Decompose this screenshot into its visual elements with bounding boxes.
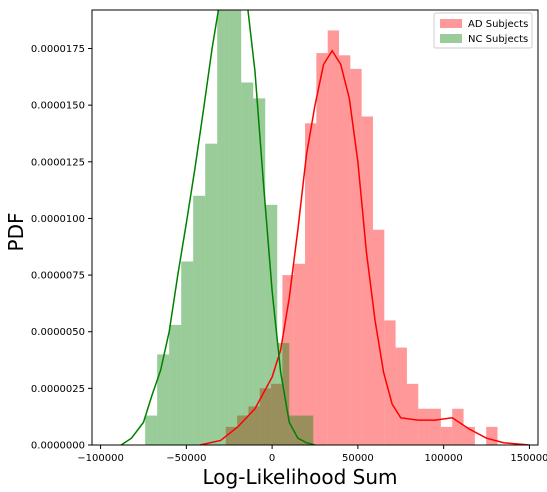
bar-ad-13 — [372, 229, 385, 445]
bar-ad-4 — [271, 383, 283, 445]
bar-ad-6 — [293, 263, 306, 445]
bar-nc-1 — [157, 354, 170, 445]
kde-line-nc — [120, 10, 316, 445]
bar-ad-23 — [486, 426, 498, 445]
legend-label-ad: AD Subjects — [468, 19, 528, 30]
bar-nc-2 — [169, 324, 182, 445]
y-tick-label: 0.0000000 — [31, 441, 85, 452]
bar-ad-21 — [463, 426, 475, 445]
bar-ad-7 — [305, 123, 317, 445]
plot-frame — [91, 9, 539, 446]
bar-ad-11 — [350, 68, 362, 445]
bar-nc-0 — [145, 415, 158, 445]
bar-ad-18 — [429, 408, 441, 445]
bar-nc-9 — [253, 98, 266, 445]
kde-line-ad — [199, 49, 530, 445]
bar-ad-12 — [361, 116, 373, 445]
bar-ad-19 — [440, 426, 453, 445]
x-tick-label: −100000 — [77, 453, 124, 464]
legend-swatch-nc — [440, 34, 462, 43]
bar-ad-16 — [406, 383, 419, 445]
bar-ad-14 — [384, 320, 396, 445]
y-tick-label: 0.0000175 — [31, 44, 85, 55]
bar-ad-20 — [452, 408, 464, 445]
bar-ad-17 — [418, 408, 430, 445]
legend-swatch-ad — [440, 19, 462, 28]
y-tick-label: 0.0000050 — [31, 327, 85, 338]
plot-axes: −100000 −50000 0 50000 100000 150000 0.000000… — [4, 9, 547, 489]
bar-nc-6 — [217, 10, 230, 445]
x-tick-label: 100000 — [425, 453, 463, 464]
y-tick-label: 0.0000125 — [31, 157, 85, 168]
bar-nc-7 — [229, 10, 242, 445]
legend-label-nc: NC Subjects — [468, 34, 528, 45]
x-axis-ticks: −100000 −50000 0 50000 100000 150000 — [77, 445, 547, 464]
bar-ad-10 — [339, 55, 351, 445]
bar-nc-8 — [241, 82, 254, 445]
y-tick-label: 0.0000025 — [31, 384, 85, 395]
y-tick-label: 0.0000075 — [31, 271, 85, 282]
bar-ad-3 — [259, 388, 272, 445]
bar-ad-2 — [248, 406, 260, 445]
x-tick-label: 150000 — [510, 453, 547, 464]
bar-ad-9 — [327, 30, 340, 445]
y-tick-label: 0.0000100 — [31, 214, 85, 225]
y-tick-label: 0.0000150 — [31, 101, 85, 112]
bar-nc-5 — [205, 143, 218, 445]
bar-ad-1 — [237, 415, 249, 445]
bar-ad-5 — [282, 275, 294, 445]
kde-curves — [120, 10, 530, 445]
histogram-bars — [145, 10, 498, 445]
x-axis-label: Log-Likelihood Sum — [203, 465, 398, 489]
bar-ad-15 — [395, 347, 407, 445]
x-tick-label: 0 — [269, 453, 275, 464]
bar-nc-12 — [289, 415, 302, 445]
bar-nc-4 — [193, 195, 206, 445]
x-tick-label: 50000 — [342, 453, 374, 464]
bar-ad-0 — [225, 426, 238, 445]
bar-nc-13 — [301, 415, 314, 445]
bar-ad-8 — [316, 53, 328, 445]
bar-nc-3 — [181, 261, 194, 445]
x-tick-label: −50000 — [166, 453, 206, 464]
y-axis-ticks: 0.0000000 0.0000025 0.0000050 0.0000075 0.00… — [31, 44, 92, 452]
y-axis-label: PDF — [4, 213, 28, 252]
legend: AD Subjects NC Subjects — [433, 12, 533, 49]
